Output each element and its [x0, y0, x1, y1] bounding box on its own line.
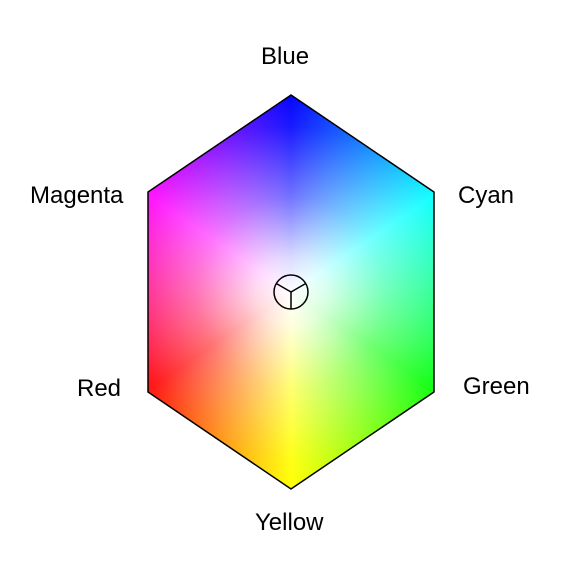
hexagon-outline [147, 94, 435, 490]
vertex-label-cyan: Cyan [458, 182, 515, 209]
vertex-label-magenta: Magenta [30, 182, 124, 209]
vertex-label-green: Green [463, 373, 530, 400]
vertex-label-red: Red [77, 375, 122, 402]
vertex-label-yellow: Yellow [255, 509, 324, 536]
center-cursor-icon[interactable] [273, 274, 309, 310]
vertex-label-blue: Blue [261, 43, 310, 70]
